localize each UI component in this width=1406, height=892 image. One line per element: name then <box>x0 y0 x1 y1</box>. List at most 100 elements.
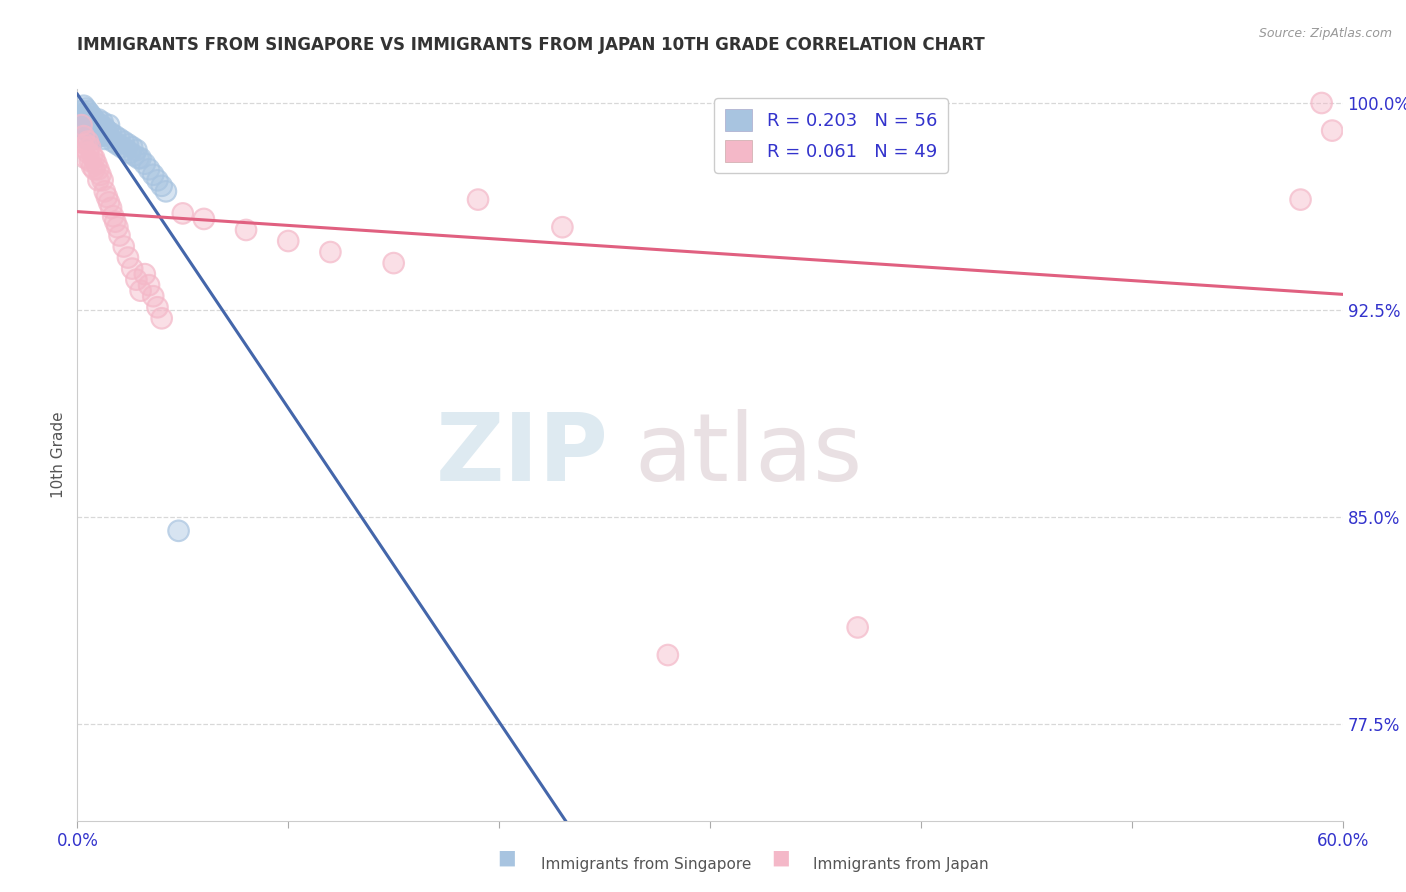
Point <box>83 132 105 146</box>
Point <box>167 524 190 538</box>
Point <box>76 104 98 119</box>
Point <box>172 206 194 220</box>
Point <box>98 118 120 132</box>
Point <box>76 112 98 127</box>
Point <box>93 120 115 135</box>
Point <box>128 151 150 165</box>
Point <box>79 153 101 168</box>
Point <box>121 261 143 276</box>
Point <box>79 107 101 121</box>
Point <box>75 120 97 135</box>
Point <box>70 104 93 119</box>
Point <box>111 140 132 154</box>
Point <box>1310 95 1333 110</box>
Point <box>79 153 101 168</box>
Point <box>1289 193 1312 207</box>
Point <box>86 123 108 137</box>
Point <box>73 129 96 144</box>
Point <box>90 129 111 144</box>
Y-axis label: 10th Grade: 10th Grade <box>51 411 66 499</box>
Point <box>73 107 96 121</box>
Point <box>98 129 120 144</box>
Point <box>82 110 104 124</box>
Point <box>86 123 108 137</box>
Point <box>108 228 131 243</box>
Text: ▪: ▪ <box>496 843 516 872</box>
Point <box>111 140 132 154</box>
Point <box>125 143 148 157</box>
Point <box>125 273 148 287</box>
Point <box>104 129 127 144</box>
Point <box>75 110 97 124</box>
Point <box>146 173 169 187</box>
Point <box>120 145 141 160</box>
Legend: R = 0.203   N = 56, R = 0.061   N = 49: R = 0.203 N = 56, R = 0.061 N = 49 <box>714 98 948 173</box>
Point <box>142 289 165 303</box>
Point <box>87 120 110 135</box>
Point <box>103 209 124 223</box>
Point <box>86 115 108 129</box>
Point <box>75 137 97 152</box>
Point <box>87 162 110 177</box>
Point <box>100 201 122 215</box>
Point <box>125 143 148 157</box>
Point <box>98 195 120 210</box>
Point <box>79 140 101 154</box>
Point <box>150 178 173 193</box>
Point <box>108 132 131 146</box>
Point <box>91 115 114 129</box>
Point <box>82 118 104 132</box>
Point <box>75 151 97 165</box>
Point <box>100 127 122 141</box>
Point <box>90 118 111 132</box>
Point <box>87 120 110 135</box>
Point <box>467 193 489 207</box>
Point <box>107 137 129 152</box>
Point <box>277 234 299 248</box>
Point <box>104 129 127 144</box>
Point <box>76 112 98 127</box>
Point <box>83 162 105 177</box>
Point <box>76 135 98 149</box>
Point <box>1289 193 1312 207</box>
Point <box>1322 123 1344 137</box>
Point <box>93 120 115 135</box>
Point <box>79 140 101 154</box>
Point <box>86 157 108 171</box>
Text: atlas: atlas <box>634 409 862 501</box>
Point <box>76 135 98 149</box>
Point <box>98 118 120 132</box>
Point <box>235 223 257 237</box>
Point <box>76 123 98 137</box>
Point <box>146 300 169 314</box>
Point <box>142 168 165 182</box>
Point <box>129 284 152 298</box>
Point <box>107 220 129 235</box>
Point <box>551 220 574 235</box>
Point <box>87 129 110 144</box>
Point <box>79 127 101 141</box>
Point <box>103 135 124 149</box>
Point <box>125 273 148 287</box>
Point <box>73 99 96 113</box>
Point <box>75 102 97 116</box>
Point <box>117 251 139 265</box>
Point <box>129 151 152 165</box>
Point <box>79 127 101 141</box>
Point <box>79 115 101 129</box>
Point <box>129 284 152 298</box>
Point <box>155 184 177 198</box>
Point <box>79 107 101 121</box>
Point <box>91 127 114 141</box>
Point <box>73 115 96 129</box>
Point <box>82 129 104 144</box>
Point <box>73 115 96 129</box>
Point <box>112 135 135 149</box>
Point <box>172 206 194 220</box>
Point <box>193 211 215 226</box>
Point <box>70 118 93 132</box>
Point <box>134 157 156 171</box>
Point <box>96 190 118 204</box>
Point <box>76 123 98 137</box>
Point <box>93 184 115 198</box>
